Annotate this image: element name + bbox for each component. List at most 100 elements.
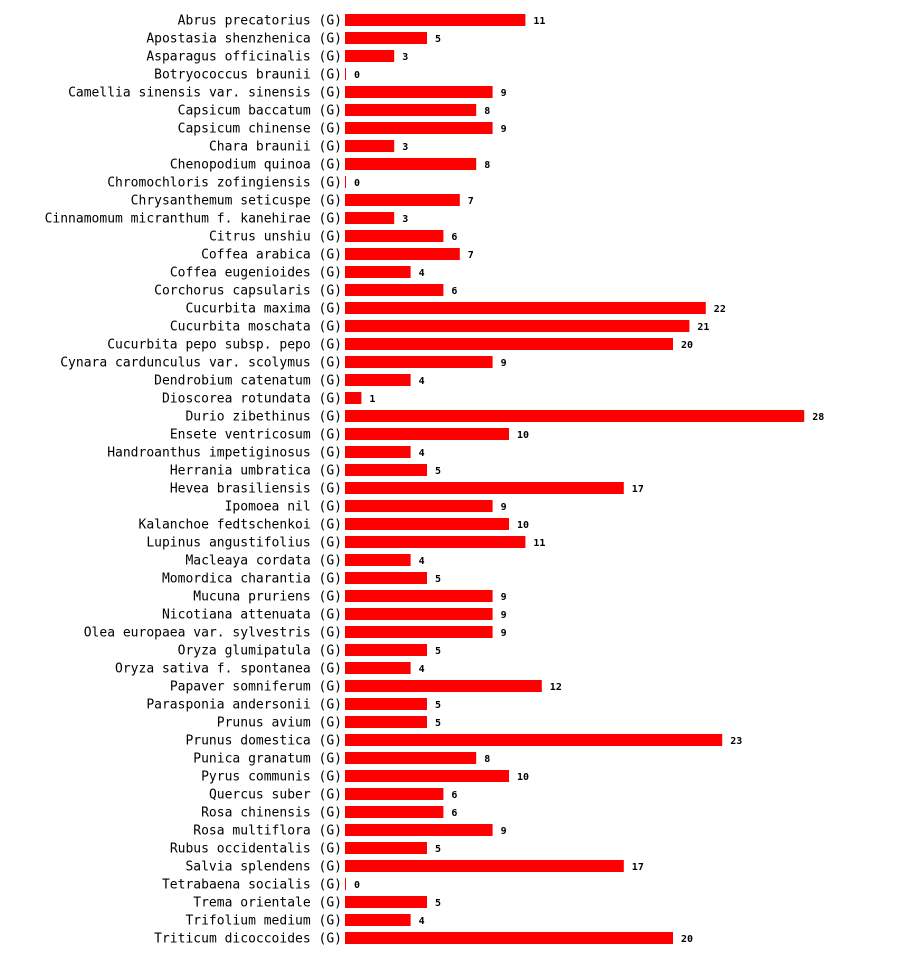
bar [345,410,805,422]
value-label: 4 [419,556,425,567]
bar [345,140,395,152]
bar [345,914,411,926]
bar [345,374,411,386]
value-label: 4 [419,664,425,675]
value-label: 0 [354,178,360,189]
bar [345,194,460,206]
category-label: Chromochloris zofingiensis (G) [107,176,342,191]
value-label: 17 [632,862,644,873]
value-label: 20 [681,934,693,945]
value-label: 9 [501,628,507,639]
category-label: Dendrobium catenatum (G) [154,374,342,389]
value-label: 7 [468,250,474,261]
bar [345,50,395,62]
bar [345,86,493,98]
category-label: Oryza glumipatula (G) [178,644,342,659]
category-label: Quercus suber (G) [209,788,342,803]
category-label: Capsicum chinense (G) [178,122,342,137]
category-label: Durio zibethinus (G) [185,410,342,425]
value-label: 0 [354,70,360,81]
category-label: Olea europaea var. sylvestris (G) [84,626,342,641]
value-label: 8 [484,754,490,765]
category-label: Botryococcus braunii (G) [154,68,342,83]
value-label: 9 [501,826,507,837]
category-label: Dioscorea rotundata (G) [162,392,342,407]
category-label: Chara braunii (G) [209,140,342,155]
value-label: 10 [517,772,529,783]
category-label: Macleaya cordata (G) [185,554,342,569]
value-label: 6 [451,232,457,243]
value-label: 4 [419,916,425,927]
bar [345,896,427,908]
value-label: 4 [419,448,425,459]
value-label: 5 [435,646,441,657]
bar [345,464,427,476]
value-label: 0 [354,880,360,891]
value-label: 9 [501,124,507,135]
bar [345,392,362,404]
bar [345,842,427,854]
value-label: 9 [501,592,507,603]
category-label: Apostasia shenzhenica (G) [146,32,342,47]
category-label: Abrus precatorius (G) [178,14,342,29]
bar [345,446,411,458]
bar [345,878,346,890]
value-label: 5 [435,34,441,45]
value-label: 9 [501,88,507,99]
bar [345,932,673,944]
bar [345,230,444,242]
value-label: 28 [812,412,824,423]
value-label: 3 [402,52,408,63]
bar [345,500,493,512]
bar [345,14,526,26]
value-label: 5 [435,718,441,729]
bar [345,536,526,548]
category-label: Trema orientale (G) [193,896,342,911]
value-label: 9 [501,358,507,369]
bar [345,320,690,332]
bar [345,860,624,872]
bar [345,266,411,278]
value-label: 3 [402,142,408,153]
bar [345,824,493,836]
category-label: Parasponia andersonii (G) [146,698,342,713]
category-label: Chenopodium quinoa (G) [170,158,342,173]
category-label: Rosa multiflora (G) [193,824,342,839]
category-label: Coffea eugenioides (G) [170,266,342,281]
category-label: Camellia sinensis var. sinensis (G) [68,86,342,101]
bar [345,302,706,314]
value-label: 10 [517,520,529,531]
category-label: Salvia splendens (G) [185,860,342,875]
category-label: Herrania umbratica (G) [170,464,342,479]
category-label: Momordica charantia (G) [162,572,342,587]
bar [345,356,493,368]
bar [345,608,493,620]
category-label: Cucurbita maxima (G) [185,302,342,317]
bar [345,104,477,116]
value-label: 5 [435,700,441,711]
bar [345,752,477,764]
category-label: Mucuna pruriens (G) [193,590,342,605]
value-label: 5 [435,466,441,477]
category-label: Capsicum baccatum (G) [178,104,342,119]
category-label: Rosa chinensis (G) [201,806,342,821]
bar [345,626,493,638]
category-label: Corchorus capsularis (G) [154,284,342,299]
bar [345,554,411,566]
value-label: 5 [435,574,441,585]
value-label: 5 [435,844,441,855]
bar [345,770,509,782]
category-label: Punica granatum (G) [193,752,342,767]
category-label: Citrus unshiu (G) [209,230,342,245]
category-label: Nicotiana attenuata (G) [162,608,342,623]
value-label: 1 [369,394,375,405]
value-label: 20 [681,340,693,351]
category-label: Papaver somniferum (G) [170,680,342,695]
bar [345,518,509,530]
category-label: Pyrus communis (G) [201,770,342,785]
value-label: 9 [501,610,507,621]
bar [345,158,477,170]
category-label: Chrysanthemum seticuspe (G) [131,194,342,209]
bar [345,248,460,260]
